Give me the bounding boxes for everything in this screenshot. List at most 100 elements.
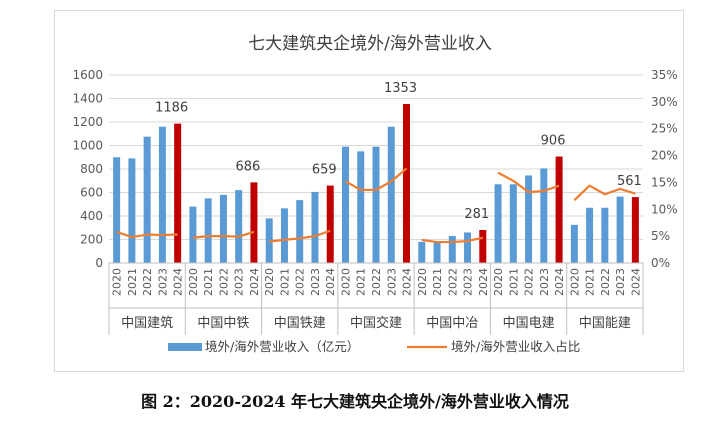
bar [250, 182, 258, 263]
bar [326, 185, 334, 263]
y-left-tick-label: 1000 [72, 139, 103, 153]
bar [113, 157, 121, 263]
x-tick-label: 2021 [202, 268, 215, 296]
x-tick-label: 2023 [614, 268, 627, 296]
y-right-tick-label: 0% [651, 256, 670, 270]
bar [280, 208, 288, 263]
x-tick-label: 2023 [309, 268, 322, 296]
legend-bar-swatch [168, 343, 202, 351]
bar [372, 146, 380, 263]
bar [204, 198, 212, 263]
bar [494, 184, 502, 263]
bar [219, 194, 227, 263]
bar [555, 156, 563, 263]
x-tick-label: 2023 [538, 268, 551, 296]
x-tick-label: 2022 [523, 268, 536, 296]
bar [570, 224, 578, 263]
bar [387, 126, 395, 263]
group-label: 中国电建 [503, 316, 555, 331]
y-left-tick-label: 0 [95, 256, 103, 270]
x-tick-label: 2020 [492, 268, 505, 296]
line-segment [421, 236, 484, 244]
bar [509, 184, 517, 263]
bar [616, 196, 624, 263]
bar [525, 175, 533, 263]
legend-line-label: 境外/海外营业收入占比 [451, 339, 580, 354]
x-tick-label: 2024 [401, 268, 414, 296]
x-tick-label: 2021 [431, 268, 444, 296]
bar [158, 126, 166, 263]
x-tick-label: 2020 [416, 268, 429, 296]
y-right-tick-label: 35% [651, 68, 678, 82]
chart-frame: 七大建筑央企境外/海外营业收入 0 200 400 600 800 1000 1200 140… [54, 10, 684, 372]
legend: 境外/海外营业收入（亿元） 境外/海外营业收入占比 [168, 339, 580, 354]
group-label: 中国中铁 [197, 316, 249, 331]
y-left-tick-label: 1400 [72, 92, 103, 106]
x-tick-label: 2022 [141, 268, 154, 296]
bar [601, 207, 609, 263]
bar [143, 136, 151, 263]
line-segment [192, 230, 255, 239]
x-tick-label: 2020 [568, 268, 581, 296]
chart-title: 七大建筑央企境外/海外营业收入 [248, 34, 492, 54]
bar [174, 123, 182, 264]
line-segment [573, 184, 636, 201]
line-segment [269, 229, 331, 243]
data-label: 561 [617, 174, 642, 189]
data-label: 281 [464, 207, 489, 222]
group-label: 中国铁建 [274, 316, 326, 331]
bar [586, 207, 594, 263]
y-left-tick-label: 1600 [72, 68, 103, 82]
bar [311, 191, 319, 263]
x-tick-label: 2023 [462, 268, 475, 296]
data-labels: 1186 686 659 1353 281 906 561 [155, 81, 642, 222]
bar [479, 229, 487, 263]
y-left-tick-label: 400 [80, 209, 103, 223]
line-segment [116, 230, 178, 239]
x-tick-label: 2023 [385, 268, 398, 296]
bar [341, 146, 349, 263]
bar-series [113, 104, 639, 264]
y-right-tick-label: 5% [651, 229, 670, 243]
data-label: 659 [312, 163, 337, 178]
x-tick-label: 2020 [111, 268, 124, 296]
y-right-tick-label: 15% [651, 175, 678, 189]
group-label: 中国中冶 [426, 316, 478, 331]
group-label: 中国建筑 [121, 315, 173, 331]
x-tick-label: 2022 [370, 268, 383, 296]
y-axis-left: 0 200 400 600 800 1000 1200 1400 1600 [72, 68, 103, 270]
data-label: 906 [541, 134, 566, 149]
line-segment [344, 167, 408, 192]
x-tick-label: 2024 [324, 268, 337, 296]
bar [631, 197, 639, 263]
x-tick-label: 2022 [446, 268, 459, 296]
x-tick-label: 2020 [339, 268, 352, 296]
legend-bar-label: 境外/海外营业收入（亿元） [205, 339, 359, 354]
bar [464, 232, 472, 263]
y-axis-right: 0% 5% 10% 15% 20% 25% 30% 35% [651, 68, 678, 270]
line-segment [497, 171, 560, 194]
line-series [116, 167, 636, 244]
data-label: 1353 [384, 81, 417, 96]
y-right-tick-label: 10% [651, 202, 678, 216]
y-left-tick-label: 1200 [72, 115, 103, 129]
group-label: 中国能建 [579, 316, 631, 331]
y-left-tick-label: 600 [80, 186, 103, 200]
x-tick-label: 2021 [584, 268, 597, 296]
x-tick-label: 2021 [355, 268, 368, 296]
x-tick-label: 2021 [278, 268, 291, 296]
x-tick-label: 2020 [187, 268, 200, 296]
x-tick-label: 2022 [599, 268, 612, 296]
bar [296, 200, 304, 263]
x-tick-label: 2024 [172, 268, 185, 296]
bar [235, 190, 243, 263]
group-label: 中国交建 [350, 315, 402, 331]
y-right-tick-label: 25% [651, 122, 678, 136]
bar [357, 151, 365, 263]
bar [418, 241, 426, 263]
x-tick-label: 2020 [263, 268, 276, 296]
data-label: 686 [236, 159, 261, 174]
bar [540, 168, 548, 263]
x-tick-label: 2021 [507, 268, 520, 296]
